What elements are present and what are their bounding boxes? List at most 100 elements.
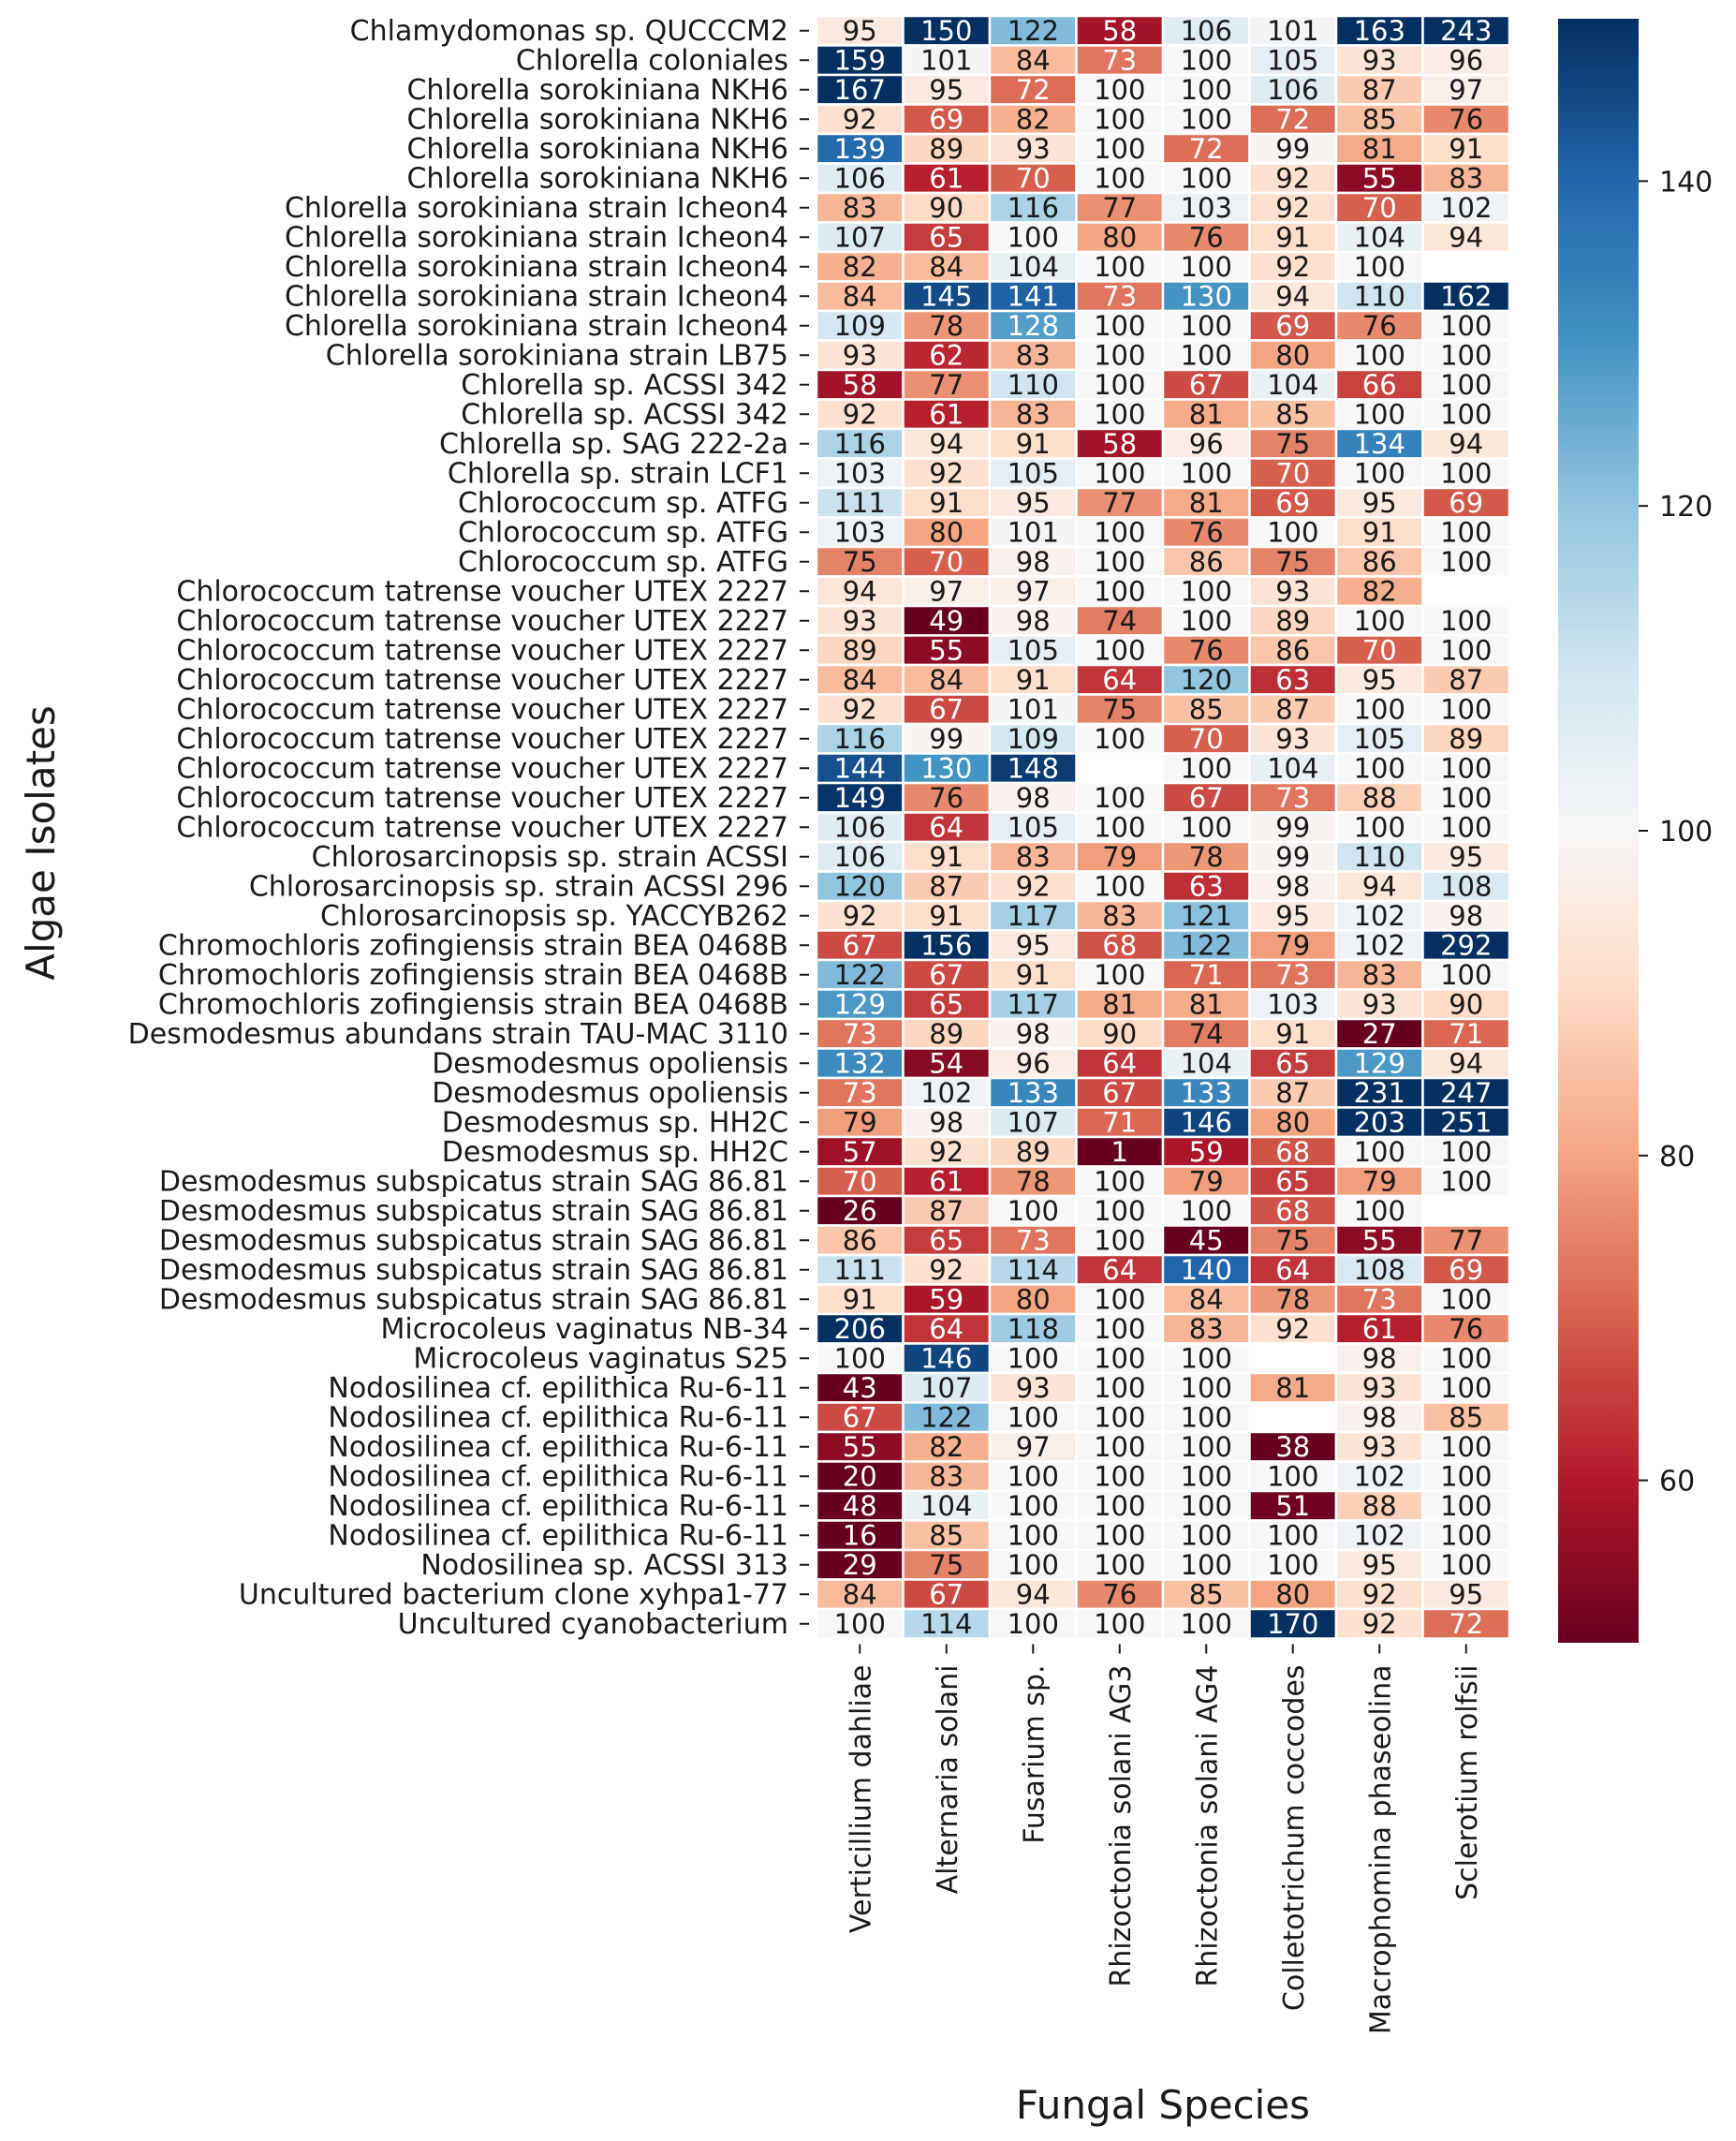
heatmap-cell bbox=[1075, 1283, 1165, 1316]
heatmap-cell bbox=[815, 781, 905, 814]
heatmap-cells bbox=[815, 14, 1511, 1640]
heatmap-cell bbox=[1421, 840, 1511, 873]
cell-value-label: 73 bbox=[1102, 280, 1137, 312]
cell-value-label: 62 bbox=[929, 339, 964, 371]
cell-value-label: 49 bbox=[929, 605, 964, 637]
cell-value-label: 97 bbox=[1016, 1431, 1051, 1463]
heatmap-cell bbox=[1075, 1106, 1165, 1139]
cell-value-label: 121 bbox=[1181, 900, 1232, 932]
cell-value-label: 87 bbox=[929, 1195, 964, 1227]
row-label: Chlorococcum tatrense voucher UTEX 2227 bbox=[176, 693, 788, 726]
cell-value-label: 64 bbox=[929, 1313, 964, 1345]
row-label: Chlorella sorokiniana strain LB75 bbox=[326, 339, 788, 372]
heatmap-cell bbox=[1421, 870, 1511, 903]
heatmap-cell bbox=[1248, 781, 1338, 814]
cell-value-label: 85 bbox=[1189, 693, 1224, 725]
heatmap-cell bbox=[1334, 516, 1424, 549]
cell-value-label: 71 bbox=[1449, 1018, 1483, 1050]
heatmap-cell bbox=[988, 250, 1078, 283]
cell-value-label: 103 bbox=[834, 516, 886, 548]
column-labels: Verticillium dahliae Alternaria solani Fus… bbox=[845, 1644, 1484, 2034]
cell-value-label: 98 bbox=[1016, 1018, 1051, 1050]
cell-value-label: 73 bbox=[1275, 782, 1310, 814]
cell-value-label: 93 bbox=[843, 605, 877, 637]
cell-value-label: 100 bbox=[1440, 634, 1492, 666]
cell-value-label: 100 bbox=[1267, 1460, 1318, 1492]
heatmap-cell bbox=[988, 1017, 1078, 1050]
colorbar-gradient bbox=[1558, 19, 1639, 1643]
cell-value-label: 156 bbox=[920, 929, 972, 961]
cell-value-label: 116 bbox=[834, 723, 886, 755]
cell-value-label: 100 bbox=[1094, 162, 1145, 194]
cell-value-label: 122 bbox=[834, 959, 886, 991]
cell-value-label: 109 bbox=[834, 310, 886, 342]
cell-value-label: 70 bbox=[843, 1165, 877, 1197]
cell-value-label: 80 bbox=[1275, 1578, 1310, 1610]
heatmap-cell bbox=[1161, 1519, 1251, 1552]
cell-value-label: 64 bbox=[1102, 1047, 1137, 1079]
heatmap-cell bbox=[902, 929, 992, 962]
heatmap-cell bbox=[1421, 988, 1511, 1021]
cell-value-label: 67 bbox=[1102, 1077, 1137, 1109]
cell-value-label: 67 bbox=[843, 929, 877, 961]
cell-value-label: 94 bbox=[843, 575, 877, 607]
heatmap-cell bbox=[1248, 280, 1338, 313]
cell-value-label: 80 bbox=[1275, 339, 1310, 371]
cell-value-label: 66 bbox=[1362, 369, 1397, 401]
cell-value-label: 122 bbox=[1181, 929, 1232, 961]
cell-value-label: 61 bbox=[929, 1165, 964, 1197]
cell-value-label: 100 bbox=[1181, 1372, 1232, 1404]
row-label: Uncultured bacterium clone xyhpa1-77 bbox=[239, 1578, 788, 1611]
cell-value-label: 146 bbox=[920, 1342, 972, 1374]
cell-value-label: 69 bbox=[1449, 1254, 1483, 1286]
cell-value-label: 100 bbox=[1354, 457, 1405, 489]
cell-value-label: 29 bbox=[843, 1549, 877, 1581]
cell-value-label: 100 bbox=[1440, 1136, 1492, 1168]
row-label: Chlorella sorokiniana strain Icheon4 bbox=[285, 280, 788, 313]
cell-value-label: 100 bbox=[1181, 103, 1232, 135]
cell-value-label: 77 bbox=[1102, 487, 1137, 519]
cell-value-label: 61 bbox=[929, 398, 964, 430]
heatmap-cell bbox=[1161, 1194, 1251, 1227]
cell-value-label: 84 bbox=[929, 251, 964, 283]
cell-value-label: 95 bbox=[1016, 929, 1051, 961]
heatmap-cell bbox=[988, 1076, 1078, 1109]
cell-value-label: 97 bbox=[1016, 575, 1051, 607]
heatmap-cell bbox=[1161, 545, 1251, 578]
row-label: Chromochloris zofingiensis strain BEA 04… bbox=[158, 959, 788, 992]
cell-value-label: 79 bbox=[1102, 841, 1137, 873]
cell-value-label: 92 bbox=[1275, 192, 1310, 224]
heatmap-cell bbox=[1075, 1401, 1165, 1434]
cell-value-label: 100 bbox=[1008, 1342, 1059, 1374]
heatmap-cell bbox=[1161, 1342, 1251, 1375]
heatmap-cell bbox=[1421, 280, 1511, 313]
cell-value-label: 100 bbox=[1440, 1283, 1492, 1315]
cell-value-label: 85 bbox=[1362, 103, 1397, 135]
cell-value-label: 105 bbox=[1008, 457, 1059, 489]
cell-value-label: 83 bbox=[929, 1460, 964, 1492]
heatmap-cell bbox=[815, 1047, 905, 1080]
cell-value-label: 100 bbox=[1008, 221, 1059, 253]
heatmap-cell bbox=[1421, 457, 1511, 490]
cell-value-label: 65 bbox=[1275, 1165, 1310, 1197]
cell-value-label: 91 bbox=[1362, 516, 1397, 548]
heatmap-cell bbox=[1075, 132, 1165, 165]
cell-value-label: 134 bbox=[1354, 428, 1405, 460]
row-label: Uncultured cyanobacterium bbox=[398, 1608, 788, 1641]
row-label: Chlorella sp. strain LCF1 bbox=[448, 457, 788, 490]
heatmap-cell bbox=[815, 457, 905, 490]
cell-value-label: 79 bbox=[1362, 1165, 1397, 1197]
heatmap-cell bbox=[1248, 1371, 1338, 1404]
cell-value-label: 100 bbox=[1440, 811, 1492, 843]
cell-value-label: 133 bbox=[1181, 1077, 1232, 1109]
cell-value-label: 91 bbox=[1016, 664, 1051, 696]
cell-value-label: 38 bbox=[1275, 1431, 1310, 1463]
cell-value-label: 58 bbox=[1102, 428, 1137, 460]
colorbar-tick-label: 100 bbox=[1659, 816, 1713, 849]
cell-value-label: 103 bbox=[834, 457, 886, 489]
cell-value-label: 98 bbox=[1016, 546, 1051, 578]
cell-value-label: 129 bbox=[1354, 1047, 1405, 1079]
cell-value-label: 100 bbox=[1181, 1460, 1232, 1492]
